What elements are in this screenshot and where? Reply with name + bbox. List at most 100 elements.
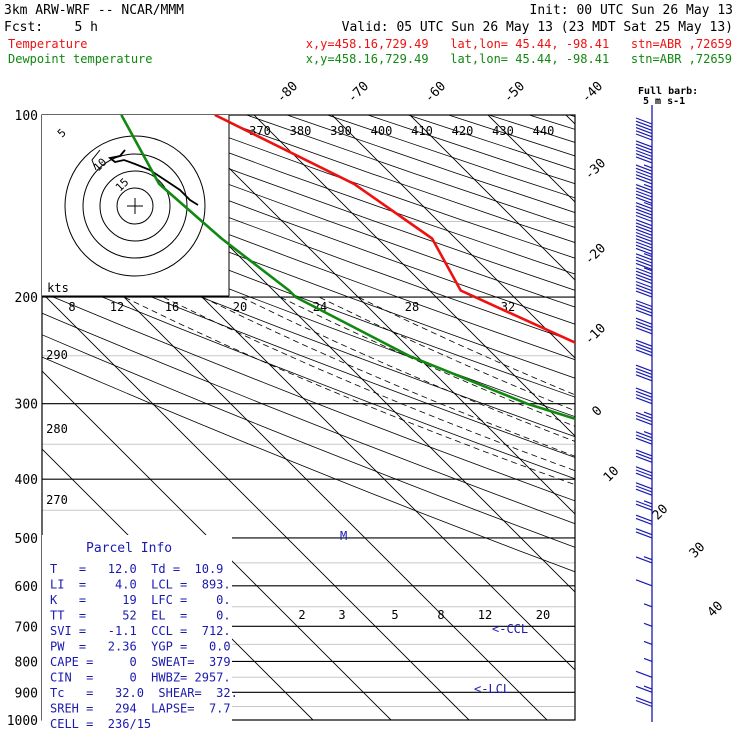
theta-label: 380	[290, 124, 312, 138]
theta-label: 390	[330, 124, 352, 138]
barb-flag	[635, 528, 653, 536]
pressure-tick-label: 100	[15, 109, 38, 124]
wind-barb	[635, 183, 653, 204]
isotherm-label: -80	[274, 79, 301, 106]
moist-adiabat	[162, 296, 575, 472]
barb-flag	[635, 117, 653, 125]
barb-flag	[635, 280, 653, 289]
pressure-tick-label: 300	[15, 398, 38, 413]
barb-flag	[635, 449, 653, 457]
barb-flag	[635, 284, 653, 292]
barb-flag	[635, 244, 653, 252]
isotherm-label: -10	[582, 321, 609, 348]
barb-flag	[635, 699, 653, 708]
forecast-hour: Fcst: 5 h	[4, 20, 98, 35]
dry-adiabat	[569, 115, 575, 118]
barb-flag	[635, 267, 653, 275]
valid-time: Valid: 05 UTC Sun 26 May 13 (23 MDT Sat …	[342, 20, 733, 35]
barb-flag	[635, 120, 653, 128]
barb-flag	[635, 140, 653, 148]
wind-barb	[635, 235, 653, 255]
lcl-marker: <-LCL	[474, 682, 510, 696]
hodograph-trace	[107, 149, 199, 206]
barb-flag	[635, 469, 653, 477]
wind-barb	[635, 364, 653, 382]
moist-adiabat	[279, 296, 575, 427]
wind-barb	[635, 670, 653, 678]
dry-adiabat	[42, 271, 575, 480]
theta-label: 420	[452, 124, 474, 138]
barb-half	[643, 685, 653, 690]
barb-flag	[635, 238, 653, 246]
barb-flag	[635, 431, 653, 439]
wind-barb	[635, 219, 653, 240]
barb-flag	[635, 167, 653, 175]
barb-flag	[635, 174, 653, 182]
wind-barb	[635, 339, 653, 357]
barb-flag	[635, 214, 653, 223]
isotherm-label: 20	[650, 502, 672, 524]
theta-label-left: 270	[46, 493, 68, 507]
dry-adiabat	[42, 179, 575, 379]
temperature-line-point	[353, 183, 355, 185]
moist-adiabat	[240, 296, 575, 442]
barb-flag	[635, 287, 653, 295]
barb-flag	[635, 349, 653, 357]
barb-flag	[635, 514, 653, 522]
barb-half	[643, 253, 653, 258]
barb-flag	[635, 455, 653, 463]
moist-adiabat	[318, 296, 575, 412]
isotherm-label: -40	[579, 79, 606, 106]
parcel-info-row: SVI = -1.1 CCL = 712.	[50, 624, 231, 638]
barb-flag	[635, 256, 653, 264]
isotherm	[42, 292, 470, 720]
parcel-info-row: T = 12.0 Td = 10.9	[50, 562, 223, 576]
barb-flag	[635, 390, 653, 398]
pressure-tick-label: 700	[15, 620, 38, 635]
barb-flag	[635, 485, 653, 493]
wind-barb	[643, 622, 653, 627]
barb-flag	[635, 411, 653, 419]
barb-flag	[635, 177, 653, 185]
hodograph-speed-label: 28	[405, 300, 419, 314]
barb-flag	[635, 500, 653, 508]
barb-flag	[635, 164, 653, 172]
pressure-tick-label: 1000	[7, 714, 38, 729]
pressure-tick-label: 500	[15, 532, 38, 547]
mixing-ratio-label: 3	[338, 608, 345, 622]
dewpoint-location: x,y=458.16,729.49 lat,lon= 45.44, -98.41…	[306, 52, 732, 66]
barb-flag	[635, 299, 653, 308]
wind-barb	[635, 140, 653, 164]
barb-flag	[635, 184, 653, 192]
ccl-marker: <-CCL	[492, 622, 528, 636]
dry-adiabat	[42, 334, 575, 548]
barb-flag	[635, 367, 653, 375]
barb-flag	[635, 303, 653, 311]
temperature-line-point	[474, 296, 476, 298]
barb-half	[643, 556, 653, 561]
mixing-ratio-label: 12	[478, 608, 492, 622]
wind-barb	[635, 267, 653, 285]
dry-adiabat	[42, 312, 575, 525]
mixing-ratio-label: 2	[298, 608, 305, 622]
parcel-info-row: CIN = 0 HWBZ= 2957.	[50, 671, 231, 685]
barb-scale-value: 5 m s-1	[643, 96, 685, 107]
temperature-line-point	[603, 355, 605, 357]
barb-flag	[635, 123, 653, 131]
theta-label: 400	[371, 124, 393, 138]
wind-barb	[643, 640, 653, 645]
barb-flag	[635, 414, 653, 423]
wind-barb	[635, 500, 653, 511]
barb-flag	[635, 503, 653, 511]
dewpoint-legend: Dewpoint temperature	[8, 52, 153, 66]
mixing-ratio-label: 5	[391, 608, 398, 622]
theta-label: 440	[533, 124, 555, 138]
barb-flag	[635, 187, 653, 195]
isotherm-label: 40	[705, 599, 727, 621]
isotherm	[409, 115, 575, 281]
barb-half	[643, 411, 653, 416]
barb-flag	[635, 397, 653, 405]
wind-barb	[635, 201, 653, 223]
